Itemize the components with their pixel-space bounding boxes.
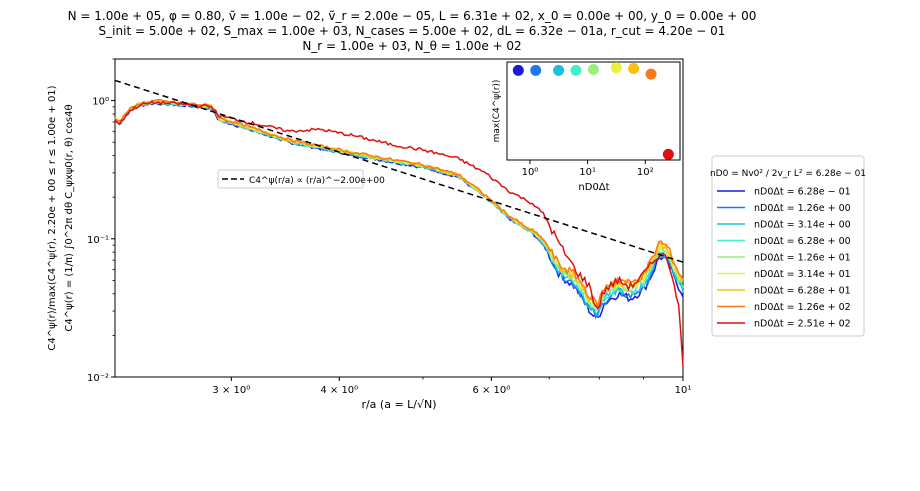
inset-point	[628, 63, 640, 75]
inset-point	[662, 148, 674, 160]
inset-x-tick-label: 10²	[637, 167, 654, 178]
inset-x-tick-label: 10⁰	[522, 167, 539, 178]
legend-label: nD0Δt = 3.14e + 01	[754, 269, 851, 280]
x-tick-label: 4 × 10⁰	[320, 385, 358, 396]
main-series-group	[114, 98, 684, 367]
x-tick-label: 6 × 10⁰	[472, 385, 510, 396]
inset-point	[587, 63, 599, 75]
inset-ticks: 10⁰ 10¹ 10²	[522, 160, 654, 178]
title-line-3: N_r = 1.00e + 03, N_θ = 1.00e + 02	[302, 39, 521, 53]
inset-y-label: max(C4^ψ(r))	[492, 80, 502, 143]
series-line	[114, 100, 684, 367]
fit-legend-text: C4^ψ(r/a) ∝ (r/a)^−2.00e+00	[249, 176, 385, 186]
title-line-1: N = 1.00e + 05, φ = 0.80, ṽ = 1.00e − 02…	[68, 9, 757, 23]
legend-label: nD0Δt = 3.14e + 00	[754, 220, 851, 231]
y-tick-label: 10⁻¹	[87, 235, 109, 246]
series-legend-frame	[711, 155, 865, 337]
y-axis-label-1: C4^ψ(r)/max(C4^ψ(r), 2.20e + 00 ≤ r ≤ 1.…	[47, 85, 58, 350]
legend-label: nD0Δt = 6.28e + 01	[754, 286, 851, 297]
legend-label: nD0Δt = 6.28e + 00	[754, 236, 851, 247]
fit-legend: C4^ψ(r/a) ∝ (r/a)^−2.00e+00	[217, 169, 385, 189]
title-line-2: S_init = 5.00e + 02, S_max = 1.00e + 03,…	[99, 24, 726, 38]
legend-items: nD0Δt = 6.28e − 01 nD0Δt = 1.26e + 00 nD0Δ…	[717, 187, 851, 330]
y-tick-label: 10⁻²	[87, 373, 109, 384]
legend-label: nD0Δt = 6.28e − 01	[754, 187, 851, 198]
inset-point	[645, 68, 657, 80]
x-tick-label: 10¹	[675, 385, 692, 396]
legend-label: nD0Δt = 1.26e + 01	[754, 253, 851, 264]
legend-label: nD0Δt = 1.26e + 02	[754, 302, 851, 313]
inset-x-label: nD0Δt	[578, 182, 609, 193]
series-legend-title: nD0 = Nv0² / 2v_r L² = 6.28e − 01	[710, 169, 866, 179]
x-axis-label: r/a (a = L/√N)	[361, 398, 436, 411]
series-line	[114, 98, 684, 310]
inset-x-tick-label: 10¹	[579, 167, 596, 178]
inset-point	[610, 62, 622, 74]
legend-label: nD0Δt = 2.51e + 02	[754, 319, 851, 330]
inset-points-group	[512, 62, 674, 160]
inset-point	[512, 64, 524, 76]
inset-plot: 10⁰ 10¹ 10² nD0Δt max(C4^ψ(r))	[492, 61, 681, 193]
x-tick-label: 3 × 10⁰	[212, 385, 250, 396]
y-axis-label-2: C4^ψ(r) = (1/π) ∫0^2π dθ C_ψxψ0(r, θ) co…	[64, 104, 75, 331]
main-ticks: 3 × 10⁰ 4 × 10⁰ 6 × 10⁰ 10¹ 10⁰ 10⁻¹ 10⁻²	[87, 58, 692, 396]
legend-label: nD0Δt = 1.26e + 00	[754, 203, 851, 214]
inset-point	[553, 64, 565, 76]
y-tick-label: 10⁰	[92, 97, 109, 108]
inset-point	[530, 64, 542, 76]
inset-point	[570, 64, 582, 76]
series-legend: nD0 = Nv0² / 2v_r L² = 6.28e − 01 nD0Δt …	[710, 155, 866, 337]
